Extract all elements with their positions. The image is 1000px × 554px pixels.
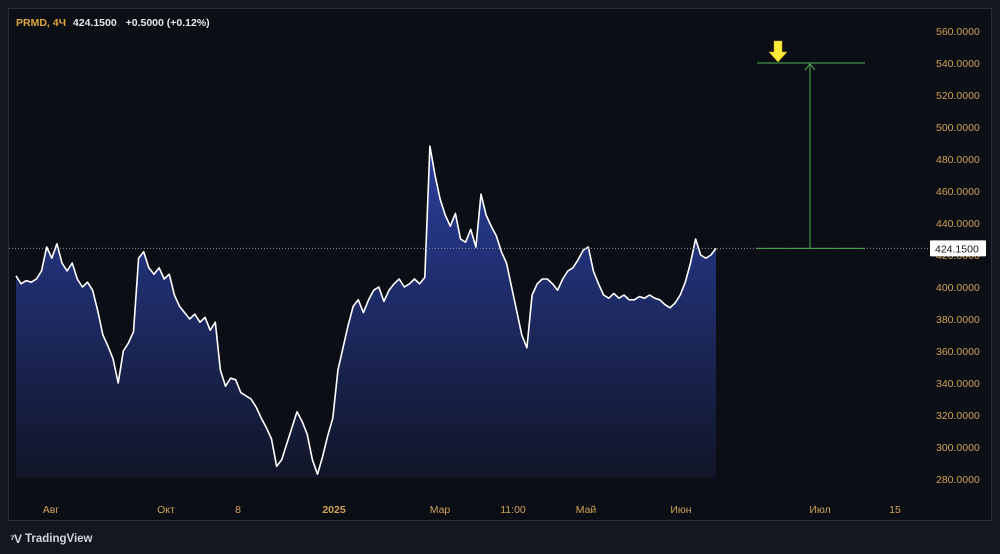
symbol-label[interactable]: PRMD, 4Ч bbox=[16, 17, 66, 29]
y-tick-label: 520.0000 bbox=[936, 90, 980, 102]
y-tick-label: 500.0000 bbox=[936, 122, 980, 134]
last-price-value: 424.1500 bbox=[72, 17, 117, 29]
price-change: +0.5000 (+0.12%) bbox=[125, 17, 210, 29]
y-tick-label: 340.0000 bbox=[936, 378, 980, 390]
x-tick-label: 2025 bbox=[322, 504, 346, 516]
price-line[interactable] bbox=[15, 145, 717, 475]
x-tick-label: 8 bbox=[235, 504, 241, 516]
y-tick-label: 540.0000 bbox=[936, 58, 980, 70]
x-tick-label: Окт bbox=[157, 504, 175, 516]
x-tick-label: Мар bbox=[430, 504, 451, 516]
x-tick-label: 11:00 bbox=[500, 504, 526, 516]
x-tick-label: Июн bbox=[670, 504, 691, 516]
x-tick-label: Авг bbox=[43, 504, 60, 516]
y-tick-label: 460.0000 bbox=[936, 186, 980, 198]
projection-arrowhead bbox=[804, 63, 816, 71]
y-tick-label: 300.0000 bbox=[936, 442, 980, 454]
y-tick-label: 480.0000 bbox=[936, 154, 980, 166]
projection-tool[interactable] bbox=[757, 62, 865, 249]
y-tick-label: 280.0000 bbox=[936, 474, 980, 486]
y-tick-label: 400.0000 bbox=[936, 282, 980, 294]
y-tick-label: 360.0000 bbox=[936, 346, 980, 358]
footer-bar bbox=[0, 526, 1000, 554]
down-arrow-marker-icon[interactable] bbox=[768, 40, 788, 63]
tradingview-logo-icon: ⁷V bbox=[10, 532, 22, 546]
y-tick-label: 560.0000 bbox=[936, 26, 980, 38]
y-tick-label: 380.0000 bbox=[936, 314, 980, 326]
price-area-fill bbox=[16, 146, 716, 478]
last-price-badge bbox=[930, 240, 986, 257]
chart-legend: PRMD, 4Ч 424.1500 +0.5000 (+0.12%) bbox=[16, 17, 210, 29]
x-tick-label: 15 bbox=[889, 504, 901, 516]
brand-name: TradingView bbox=[24, 533, 93, 545]
x-tick-label: Май bbox=[576, 504, 597, 516]
tradingview-brand[interactable]: ⁷V TradingView bbox=[10, 532, 93, 546]
last-price-badge-label: 424.1500 bbox=[935, 243, 979, 255]
y-tick-label: 440.0000 bbox=[936, 218, 980, 230]
x-tick-label: Июл bbox=[809, 504, 830, 516]
y-tick-label: 320.0000 bbox=[936, 410, 980, 422]
